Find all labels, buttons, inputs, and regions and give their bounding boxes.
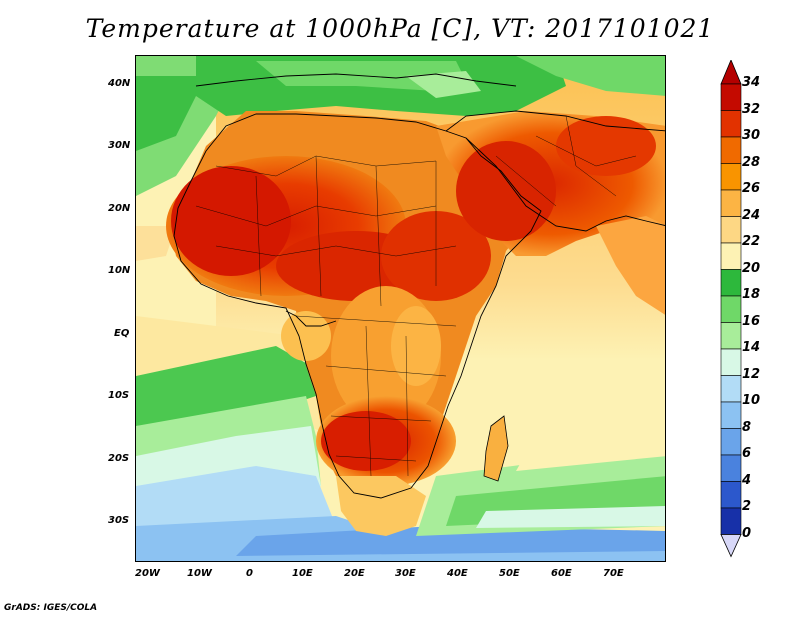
lat-tick-label: 10N [108,265,131,276]
coastlines [173,73,665,499]
colorbar-tick-label: 32 [742,101,761,117]
colorbar-segment [720,401,742,429]
map-plot [135,55,666,562]
lon-tick-label: 50E [499,568,520,579]
lat-tick-label: EQ [114,328,130,339]
lat-tick-label: 20N [108,203,131,214]
colorbar-segment [720,322,742,350]
colorbar-tick-label: 28 [742,154,761,170]
lon-tick-label: 40E [447,568,468,579]
colorbar-segment [720,242,742,270]
lat-tick-label: 40N [108,78,131,89]
lon-tick-label: 70E [603,568,624,579]
colorbar [720,60,742,558]
colorbar-segment [720,348,742,376]
colorbar-tick-label: 20 [742,260,761,276]
colorbar-arrow-bottom [720,534,742,558]
colorbar-segment [720,269,742,297]
lon-tick-label: 60E [551,568,572,579]
colorbar-segment [720,375,742,403]
colorbar-segment [720,163,742,191]
colorbar-tick-label: 2 [742,499,752,514]
lon-tick-label: 30E [395,568,416,579]
colorbar-tick-label: 12 [742,366,761,382]
lat-tick-label: 10S [108,390,130,401]
colorbar-tick-label: 8 [742,419,752,435]
colorbar-segment [720,83,742,111]
lon-tick-label: 10W [187,568,212,579]
colorbar-tick-label: 10 [742,393,761,408]
lon-tick-label: 20W [135,568,160,579]
lon-tick-label: 0 [246,568,253,579]
lat-tick-label: 30S [108,515,130,526]
lon-tick-label: 20E [344,568,365,579]
colorbar-tick-label: 18 [742,287,761,302]
colorbar-segment [720,507,742,535]
colorbar-tick-label: 26 [742,181,761,196]
colorbar-tick-label: 14 [742,340,761,355]
lat-tick-label: 30N [108,140,131,151]
colorbar-segment [720,136,742,164]
colorbar-tick-label: 24 [742,207,761,223]
colorbar-tick-label: 0 [742,525,752,541]
lat-tick-label: 20S [108,453,130,464]
colorbar-segment [720,295,742,323]
map-title: Temperature at 1000hPa [C], VT: 20171010… [85,14,715,43]
colorbar-tick-label: 22 [742,234,761,249]
colorbar-segment [720,189,742,217]
colorbar-tick-label: 6 [742,446,752,461]
colorbar-segment [720,110,742,138]
colorbar-tick-label: 16 [742,313,761,329]
colorbar-segment [720,454,742,482]
colorbar-segment [720,481,742,509]
colorbar-tick-label: 30 [742,128,761,143]
lon-tick-label: 10E [292,568,313,579]
grads-credit: GrADS: IGES/COLA [4,603,98,613]
colorbar-segment [720,216,742,244]
colorbar-tick-label: 4 [742,472,752,488]
country-borders [195,115,637,477]
colorbar-arrow-top [720,60,742,85]
colorbar-tick-label: 34 [742,75,761,90]
colorbar-segment [720,428,742,456]
